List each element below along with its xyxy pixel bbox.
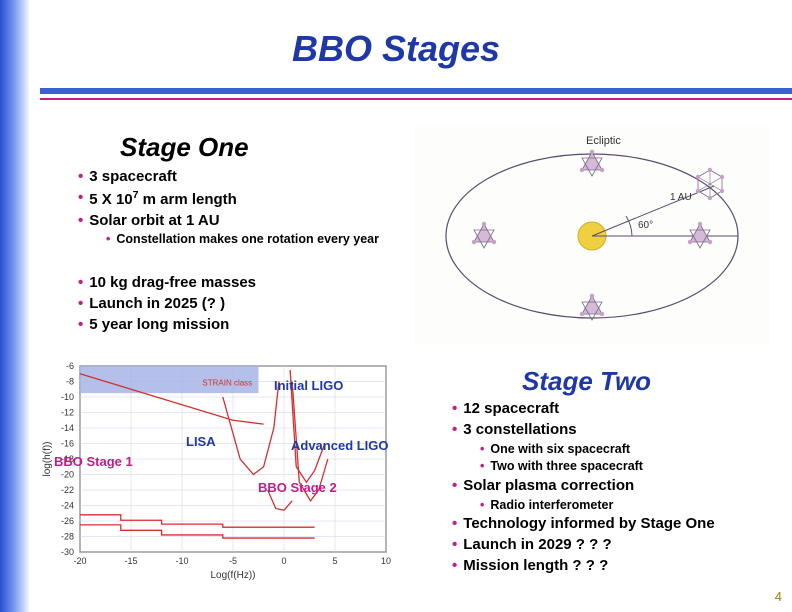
- orbit-svg: 1 AU 60° Ecliptic: [414, 126, 770, 344]
- list-item-text: 5 year long mission: [89, 316, 229, 335]
- list-item: • One with six spacecraft: [480, 442, 782, 458]
- stage-two-list: • 12 spacecraft • 3 constellations • One with…: [452, 400, 782, 577]
- bullet-icon: •: [452, 421, 457, 440]
- svg-text:-26: -26: [61, 516, 74, 526]
- bullet-icon: •: [78, 168, 83, 187]
- svg-text:-10: -10: [61, 392, 74, 402]
- list-item-text: 5 X 107 m arm length: [89, 189, 237, 210]
- list-item-text: Technology informed by Stage One: [463, 515, 714, 534]
- svg-text:STRAIN class: STRAIN class: [202, 378, 252, 387]
- label-advanced-ligo: Advanced LIGO: [291, 438, 389, 453]
- bullet-icon: •: [78, 189, 83, 208]
- list-item: • Launch in 2029 ? ? ?: [452, 536, 782, 555]
- svg-text:5: 5: [332, 556, 337, 566]
- list-item: • Two with three spacecraft: [480, 459, 782, 475]
- list-item-text: 3 constellations: [463, 421, 576, 440]
- bullet-icon: •: [452, 557, 457, 576]
- svg-text:-22: -22: [61, 485, 74, 495]
- svg-text:-14: -14: [61, 423, 74, 433]
- list-item-text: Two with three spacecraft: [490, 459, 643, 475]
- list-item: • 5 X 107 m arm length: [78, 189, 398, 210]
- svg-text:-24: -24: [61, 501, 74, 511]
- stage-one-list-b: • 10 kg drag-free masses • Launch in 2025 (…: [78, 274, 398, 336]
- svg-text:-20: -20: [73, 556, 86, 566]
- bullet-icon: •: [452, 400, 457, 419]
- svg-text:Log(f(Hz)): Log(f(Hz)): [210, 570, 255, 581]
- bullet-icon: •: [78, 212, 83, 231]
- bullet-icon: •: [452, 515, 457, 534]
- page-number: 4: [775, 589, 782, 604]
- page-title: BBO Stages: [0, 28, 792, 70]
- list-item-text: Solar plasma correction: [463, 477, 634, 496]
- list-item-text: Radio interferometer: [490, 498, 613, 514]
- list-item: • Technology informed by Stage One: [452, 515, 782, 534]
- bullet-icon: •: [480, 498, 484, 514]
- list-item: • Mission length ? ? ?: [452, 557, 782, 576]
- svg-text:-15: -15: [124, 556, 137, 566]
- list-item: • 10 kg drag-free masses: [78, 274, 398, 293]
- label-initial-ligo: Initial LIGO: [274, 378, 343, 393]
- list-item-text: 3 spacecraft: [89, 168, 177, 187]
- list-item: • Radio interferometer: [480, 498, 782, 514]
- gradient-sidebar: [0, 0, 30, 612]
- bullet-icon: •: [78, 274, 83, 293]
- bullet-icon: •: [106, 232, 110, 248]
- svg-text:10: 10: [381, 556, 391, 566]
- label-bbo2: BBO Stage 2: [258, 480, 337, 495]
- svg-text:0: 0: [281, 556, 286, 566]
- list-item: • Launch in 2025 (? ): [78, 295, 398, 314]
- stage-one-heading: Stage One: [120, 132, 249, 163]
- bullet-icon: •: [78, 295, 83, 314]
- bullet-icon: •: [480, 442, 484, 458]
- bullet-icon: •: [452, 477, 457, 496]
- svg-text:-8: -8: [66, 377, 74, 387]
- angle-label: 60°: [638, 220, 653, 231]
- list-item: • 5 year long mission: [78, 316, 398, 335]
- svg-text:-30: -30: [61, 547, 74, 557]
- bullet-icon: •: [452, 536, 457, 555]
- list-item-text: Mission length ? ? ?: [463, 557, 608, 576]
- list-item: • 3 spacecraft: [78, 168, 398, 187]
- rule-top: [40, 88, 792, 94]
- list-item-text: 10 kg drag-free masses: [89, 274, 256, 293]
- list-item-text: Launch in 2025 (? ): [89, 295, 225, 314]
- au-label: 1 AU: [670, 192, 692, 203]
- stage-two-heading: Stage Two: [522, 366, 651, 397]
- label-lisa: LISA: [186, 434, 216, 449]
- list-item-text: Solar orbit at 1 AU: [89, 212, 219, 231]
- list-item: • 12 spacecraft: [452, 400, 782, 419]
- bullet-icon: •: [78, 316, 83, 335]
- svg-text:-28: -28: [61, 532, 74, 542]
- ecliptic-label: Ecliptic: [586, 135, 621, 147]
- svg-text:-12: -12: [61, 408, 74, 418]
- stage-one-list-a: •3 spacecraft•5 X 107 m arm length•Solar…: [78, 168, 398, 250]
- svg-text:-5: -5: [229, 556, 237, 566]
- svg-text:-16: -16: [61, 439, 74, 449]
- bullet-icon: •: [480, 459, 484, 475]
- label-bbo1: BBO Stage 1: [54, 454, 133, 469]
- list-item: • 3 constellations: [452, 421, 782, 440]
- sensitivity-chart: -20-15-10-50510-6-8-10-12-14-16-18-20-22…: [36, 358, 398, 582]
- list-item: • Solar plasma correction: [452, 477, 782, 496]
- list-item-text: 12 spacecraft: [463, 400, 559, 419]
- list-item-text: Constellation makes one rotation every y…: [116, 232, 379, 248]
- svg-text:-10: -10: [175, 556, 188, 566]
- list-item-text: Launch in 2029 ? ? ?: [463, 536, 611, 555]
- list-item: • Constellation makes one rotation every …: [106, 232, 398, 248]
- svg-text:-6: -6: [66, 361, 74, 371]
- orbit-figure: 1 AU 60° Ecliptic: [414, 126, 770, 344]
- svg-text:log(h(f)): log(h(f)): [42, 441, 53, 476]
- list-item-text: One with six spacecraft: [490, 442, 630, 458]
- chart-svg: -20-15-10-50510-6-8-10-12-14-16-18-20-22…: [36, 358, 398, 582]
- svg-text:-20: -20: [61, 470, 74, 480]
- list-item: • Solar orbit at 1 AU: [78, 212, 398, 231]
- rule-bottom: [40, 98, 792, 100]
